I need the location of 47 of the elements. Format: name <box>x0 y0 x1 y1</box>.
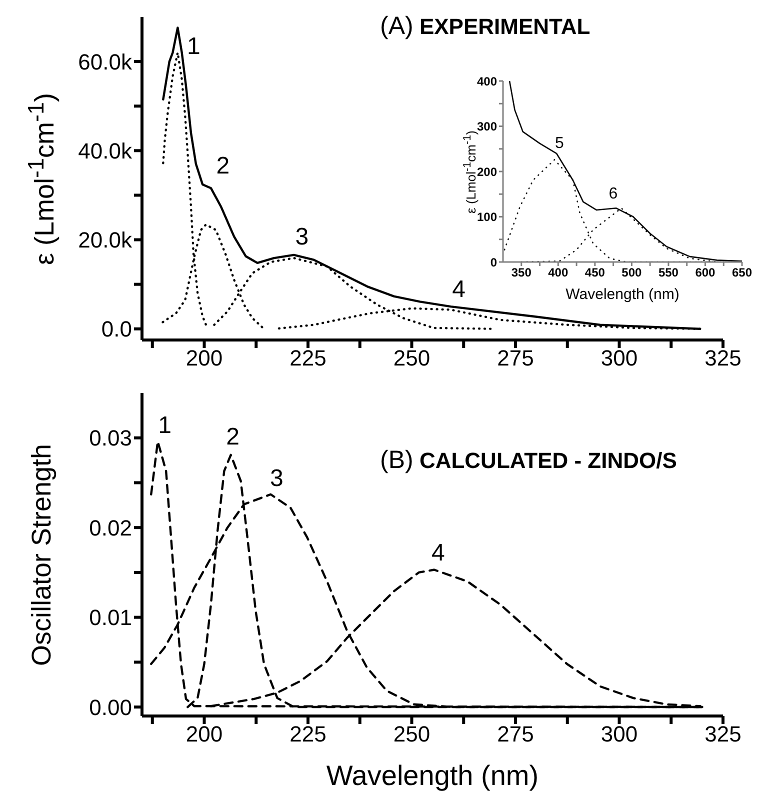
x-tick-label: 250 <box>393 346 430 371</box>
text: (B) CALCULATED - ZINDO/S <box>380 446 677 474</box>
x-axis-title: Wavelength (nm) <box>326 760 539 792</box>
y-tick-label: 0.00 <box>89 694 132 720</box>
x-tick-label: 550 <box>658 266 679 280</box>
y-tick-label: 20.0k <box>78 228 133 253</box>
x-tick-label: 275 <box>497 346 534 371</box>
annotation: 2 <box>216 152 230 180</box>
y-tick-label: 40.0k <box>78 138 133 164</box>
y-tick-label: 0 <box>490 255 498 270</box>
x-tick-label: 300 <box>600 722 638 747</box>
y-tick-label: 60.0k <box>78 49 133 74</box>
annotation: 4 <box>431 539 445 566</box>
chart-title: (A) EXPERIMENTAL <box>380 12 590 40</box>
annotation: 5 <box>555 134 564 152</box>
x-tick-label: 250 <box>393 722 430 747</box>
annotation: 4 <box>452 276 466 303</box>
x-tick-label: 650 <box>732 266 752 280</box>
y-tick-label: 0.03 <box>89 426 132 451</box>
x-tick-label: 300 <box>600 346 638 371</box>
annotation: 6 <box>608 186 618 203</box>
x-tick-label: 225 <box>290 722 326 747</box>
y-axis-title: Oscillator Strength <box>26 443 58 666</box>
annotation: 1 <box>158 412 172 439</box>
annotation: 2 <box>226 423 240 450</box>
x-tick-label: 500 <box>622 266 642 280</box>
x-tick-label: 325 <box>704 722 742 747</box>
y-tick-label: 0.0 <box>101 316 132 342</box>
x-tick-label: 275 <box>497 722 534 747</box>
y-tick-label: 0.01 <box>89 605 132 630</box>
x-tick-label: 350 <box>511 266 532 280</box>
y-tick-label: 300 <box>476 120 498 134</box>
y-tick-label: 400 <box>476 74 498 88</box>
x-tick-label: 200 <box>186 346 223 371</box>
y-tick-label: 0.02 <box>89 515 132 540</box>
y-tick-label: 200 <box>476 164 498 179</box>
x-tick-label: 200 <box>186 722 223 747</box>
x-tick-label: 325 <box>704 346 742 371</box>
y-tick-label: 100 <box>476 210 498 224</box>
x-tick-label: 600 <box>695 266 716 280</box>
x-tick-label: 400 <box>548 266 568 280</box>
annotation: 3 <box>270 464 284 492</box>
annotation: 1 <box>187 33 200 60</box>
x-axis-title: Wavelength (nm) <box>566 286 680 303</box>
x-tick-label: 450 <box>584 266 606 280</box>
x-tick-label: 225 <box>290 346 326 371</box>
annotation: 3 <box>295 223 309 250</box>
